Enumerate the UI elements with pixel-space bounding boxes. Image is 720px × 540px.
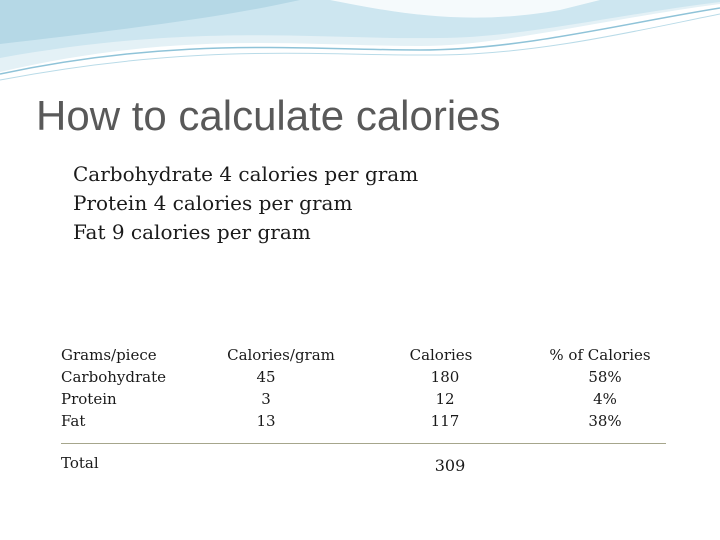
cell-calories-carbohydrate: 180 bbox=[430, 368, 460, 386]
cell-grams-protein: 3 bbox=[261, 390, 271, 408]
table-divider bbox=[61, 443, 666, 444]
cell-grams-fat: 13 bbox=[256, 412, 276, 430]
header-calories-gram: Calories/gram bbox=[227, 346, 335, 364]
header-calories: Calories bbox=[409, 346, 473, 364]
row-label-fat: Fat bbox=[61, 412, 86, 430]
rule-carbohydrate: Carbohydrate 4 calories per gram bbox=[73, 162, 419, 186]
column-calories: Calories 180 12 117 bbox=[401, 344, 481, 432]
cell-percent-carbohydrate: 58% bbox=[588, 368, 622, 386]
total-value: 309 bbox=[434, 456, 466, 475]
cell-percent-fat: 38% bbox=[588, 412, 622, 430]
column-grams-piece: Grams/piece Carbohydrate Protein Fat bbox=[61, 344, 201, 432]
total-label: Total bbox=[61, 454, 99, 472]
cell-calories-fat: 117 bbox=[430, 412, 460, 430]
header-percent-calories: % of Calories bbox=[549, 346, 651, 364]
row-label-carbohydrate: Carbohydrate bbox=[61, 368, 166, 386]
cell-percent-protein: 4% bbox=[593, 390, 617, 408]
slide-title: How to calculate calories bbox=[36, 92, 501, 139]
column-calories-gram: Calories/gram 45 3 13 bbox=[221, 344, 341, 432]
rule-fat: Fat 9 calories per gram bbox=[73, 220, 311, 244]
row-label-protein: Protein bbox=[61, 390, 117, 408]
cell-calories-protein: 12 bbox=[435, 390, 455, 408]
rule-protein: Protein 4 calories per gram bbox=[73, 191, 353, 215]
column-percent-calories: % of Calories 58% 4% 38% bbox=[545, 344, 655, 432]
header-wave-decoration bbox=[0, 0, 720, 81]
header-grams-piece: Grams/piece bbox=[61, 346, 157, 364]
cell-grams-carbohydrate: 45 bbox=[256, 368, 276, 386]
calorie-rules-list: Carbohydrate 4 calories per gram Protein… bbox=[73, 160, 418, 247]
